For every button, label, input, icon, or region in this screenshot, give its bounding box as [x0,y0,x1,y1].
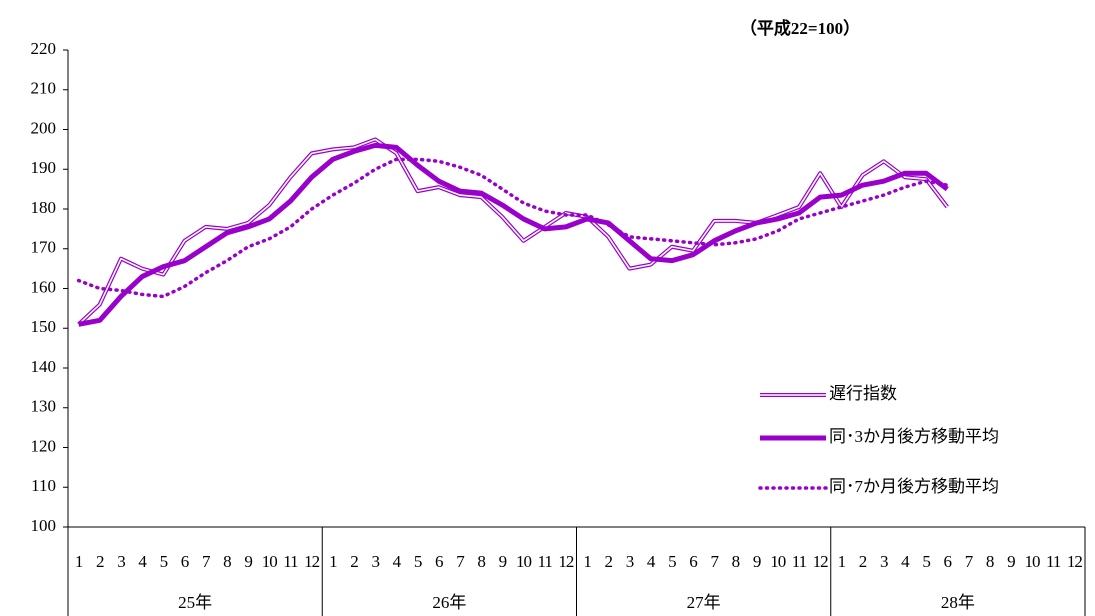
x-tick-label: 2 [96,552,104,571]
x-tick-label: 10 [262,552,278,571]
x-tick-label: 10 [770,552,786,571]
series-line [77,137,949,326]
year-label: 27年 [687,593,721,612]
y-tick-label: 140 [31,357,57,376]
x-tick-label: 2 [605,552,613,571]
x-tick-label: 12 [813,552,829,571]
x-tick-label: 1 [75,552,83,571]
legend-label: 同･7か月後方移動平均 [829,477,999,496]
legend-label: 同･3か月後方移動平均 [829,427,999,446]
x-tick-label: 7 [202,552,211,571]
x-tick-label: 12 [304,552,320,571]
year-label: 25年 [178,593,212,612]
x-tick-label: 7 [456,552,465,571]
x-tick-label: 1 [583,552,591,571]
series-line [76,157,950,299]
x-tick-label: 6 [435,552,443,571]
x-tick-label: 9 [499,552,507,571]
x-tick-label: 10 [1025,552,1041,571]
x-tick-label: 11 [1046,552,1061,571]
y-tick-label: 110 [31,476,56,495]
x-tick-label: 4 [647,552,656,571]
x-tick-label: 7 [710,552,719,571]
y-tick-label: 180 [31,198,57,217]
x-tick-label: 3 [626,552,634,571]
x-tick-label: 4 [138,552,147,571]
x-tick-label: 10 [516,552,532,571]
x-tick-label: 4 [393,552,402,571]
x-tick-label: 9 [244,552,252,571]
y-tick-label: 120 [31,436,57,455]
y-tick-label: 200 [31,118,57,137]
x-tick-label: 5 [414,552,422,571]
x-tick-label: 5 [668,552,676,571]
y-tick-label: 220 [31,39,57,58]
x-tick-label: 2 [859,552,867,571]
unit-label: （平成22=100） [740,18,860,38]
x-tick-label: 6 [689,552,697,571]
x-tick-label: 6 [181,552,189,571]
x-tick-label: 11 [283,552,298,571]
y-tick-label: 160 [31,277,57,296]
x-tick-label: 12 [1067,552,1083,571]
series-line [78,138,948,325]
x-tick-label: 1 [329,552,337,571]
x-tick-label: 8 [477,552,485,571]
x-tick-label: 5 [160,552,168,571]
x-tick-label: 6 [944,552,952,571]
x-tick-label: 8 [732,552,740,571]
x-tick-label: 5 [922,552,930,571]
x-tick-label: 8 [986,552,994,571]
legend-label: 遅行指数 [829,384,897,403]
series-line [78,142,949,327]
x-tick-label: 12 [558,552,574,571]
y-tick-label: 150 [31,317,57,336]
x-tick-label: 1 [838,552,846,571]
x-tick-label: 3 [371,552,379,571]
year-label: 28年 [941,593,975,612]
x-tick-label: 3 [117,552,125,571]
y-tick-label: 100 [31,516,57,535]
x-tick-label: 11 [792,552,807,571]
x-tick-label: 4 [901,552,910,571]
y-tick-label: 170 [31,238,57,257]
x-tick-label: 9 [1007,552,1015,571]
x-tick-label: 3 [880,552,888,571]
y-tick-label: 190 [31,158,57,177]
year-label: 26年 [432,593,466,612]
y-tick-label: 130 [31,397,57,416]
x-tick-label: 2 [350,552,358,571]
x-tick-label: 9 [753,552,761,571]
y-tick-label: 210 [31,79,57,98]
x-tick-label: 11 [538,552,553,571]
x-tick-label: 7 [965,552,974,571]
x-tick-label: 8 [223,552,231,571]
